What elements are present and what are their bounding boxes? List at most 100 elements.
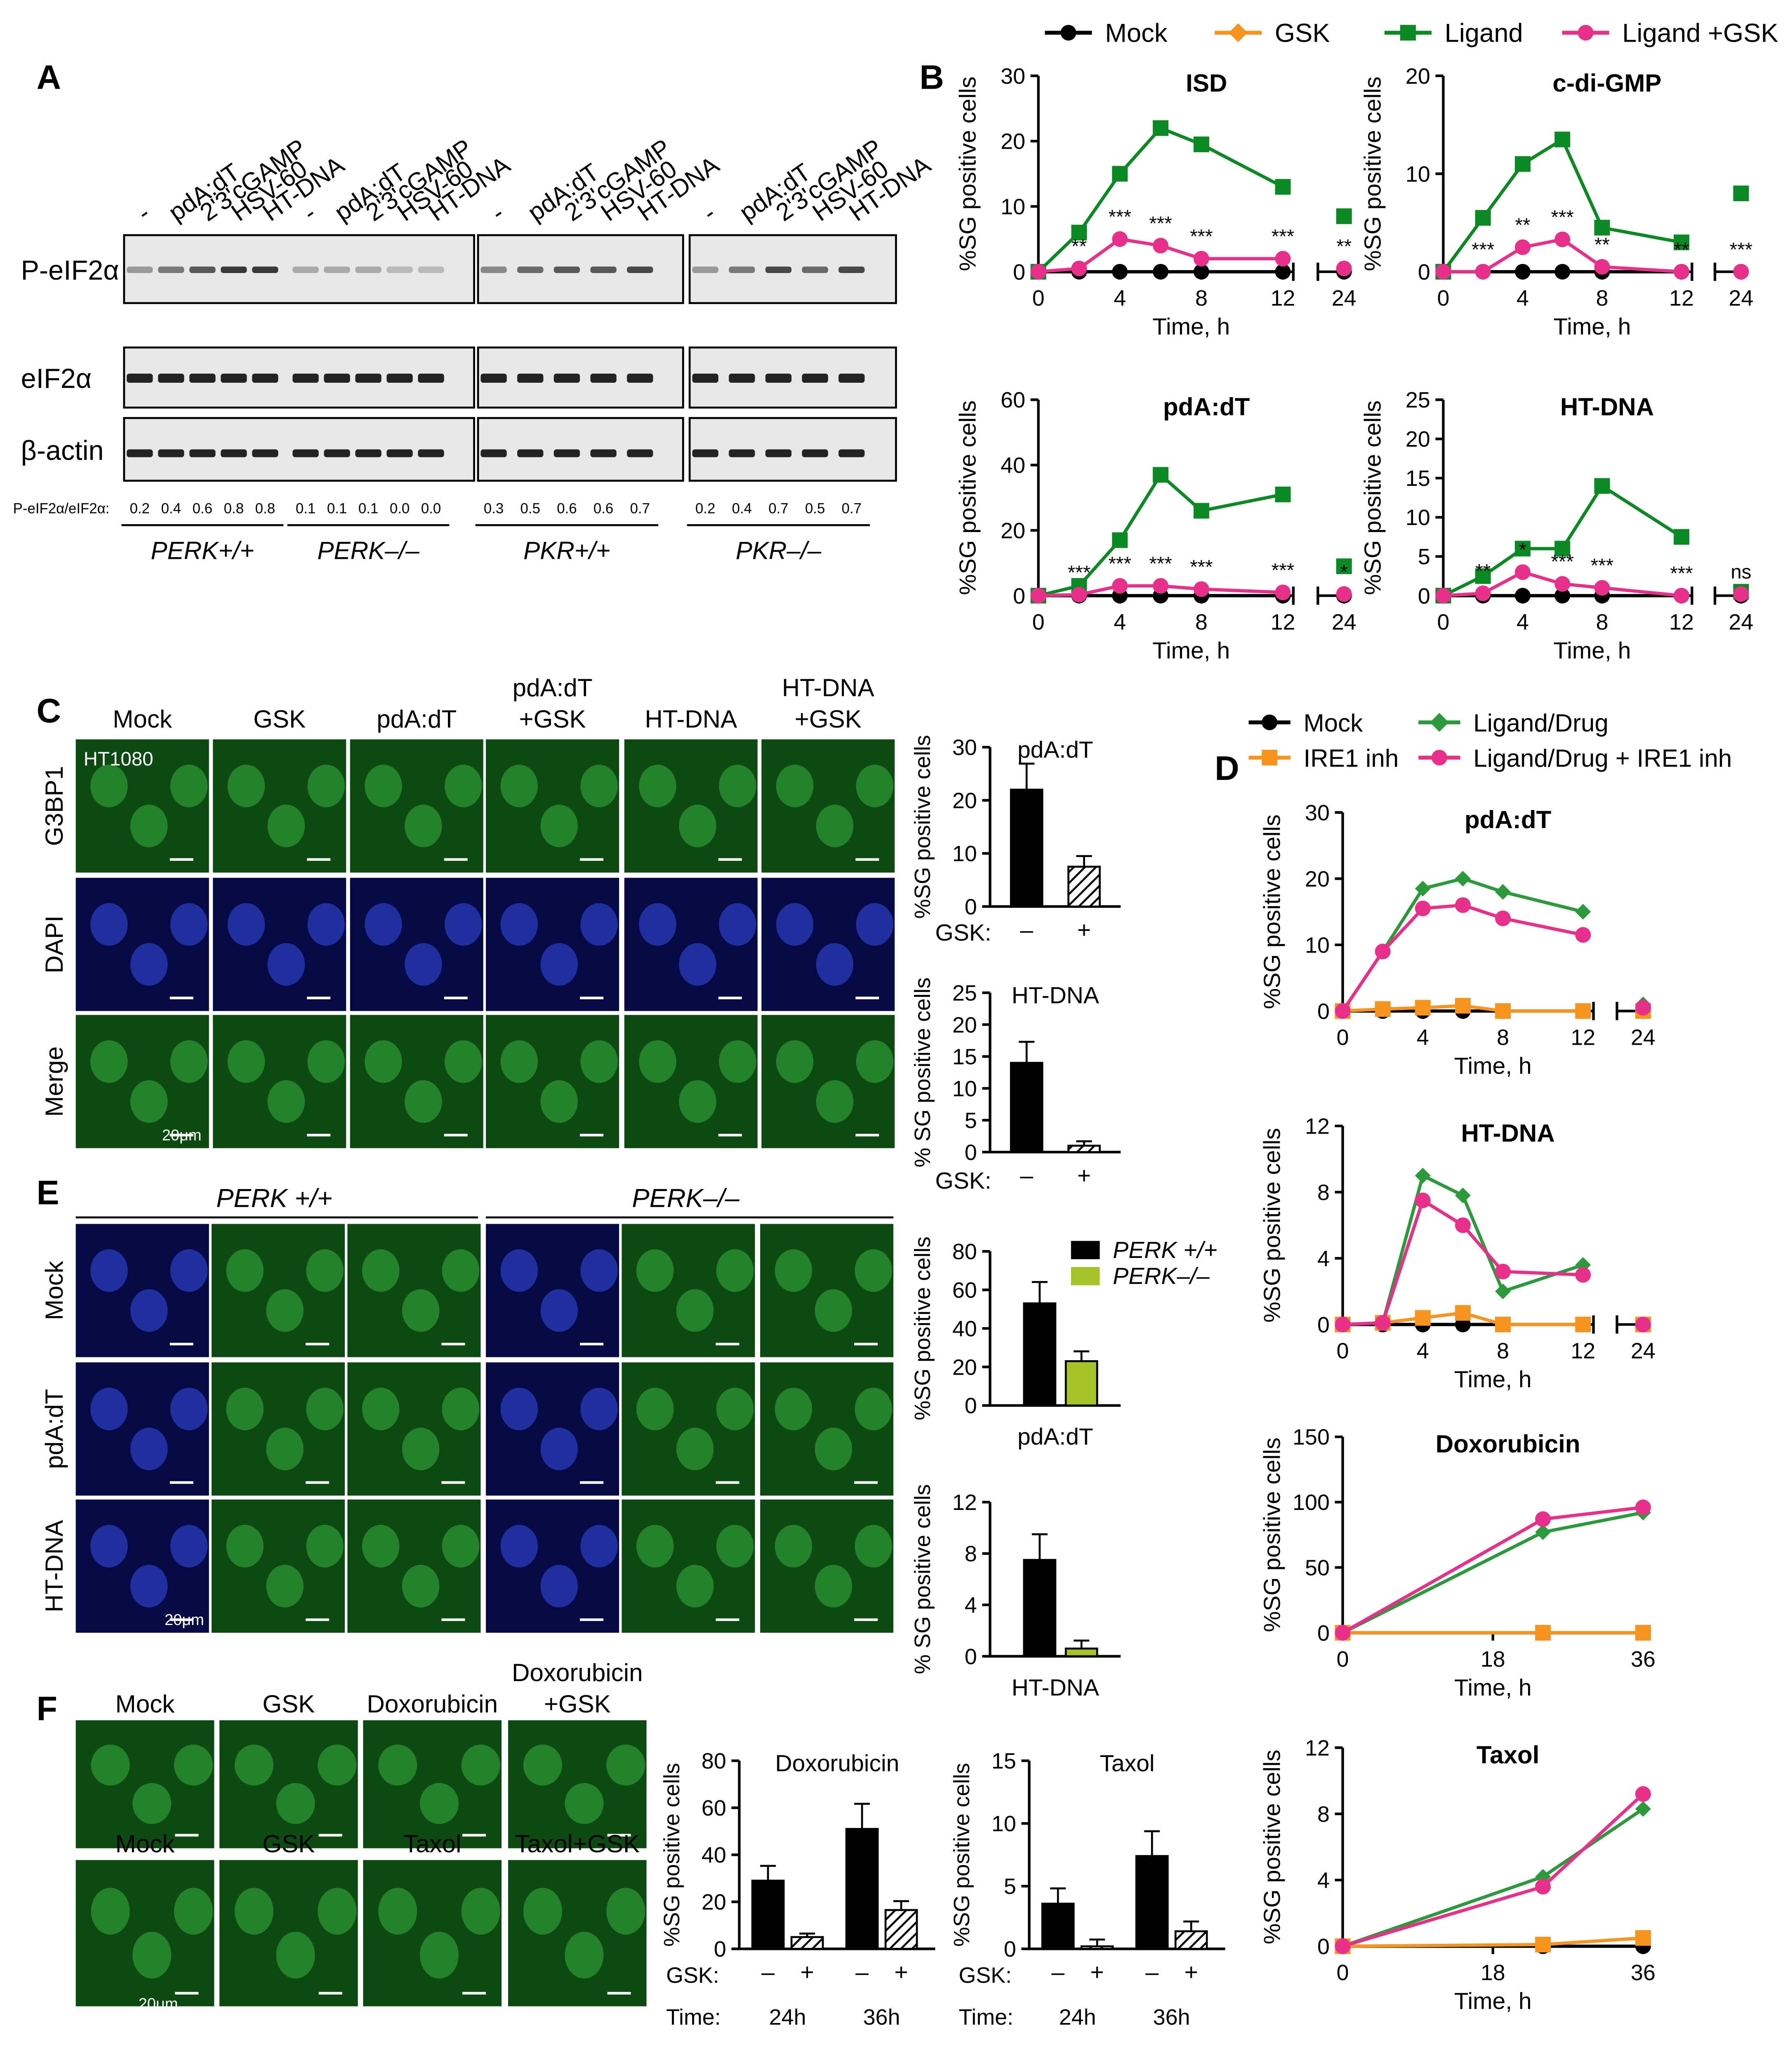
significance-label: *** bbox=[1190, 226, 1213, 247]
category-label: + bbox=[801, 1959, 814, 1985]
data-point bbox=[1335, 1625, 1351, 1641]
blot-band bbox=[729, 449, 755, 457]
y-tick-label: 8 bbox=[1317, 1802, 1330, 1827]
blot-frame bbox=[477, 346, 684, 409]
ratio-value: 0.6 bbox=[557, 501, 577, 517]
cell bbox=[90, 1249, 128, 1292]
category-label: – bbox=[855, 1959, 869, 1985]
cell bbox=[639, 1040, 676, 1083]
y-tick-label: 0 bbox=[1317, 1621, 1330, 1646]
blot-frame bbox=[688, 346, 897, 409]
blot-band bbox=[189, 449, 216, 457]
data-point bbox=[1495, 910, 1511, 926]
x-axis-label: Time, h bbox=[1554, 313, 1631, 340]
row-label: DAPI bbox=[40, 916, 68, 973]
data-point bbox=[1475, 585, 1491, 601]
cell bbox=[405, 804, 442, 848]
y-axis-label: % SG positive cells bbox=[910, 977, 935, 1168]
lane-label: - bbox=[298, 199, 321, 226]
y-tick-label: 30 bbox=[1305, 801, 1330, 825]
y-tick-label: 25 bbox=[1406, 388, 1430, 412]
category-label: + bbox=[1077, 917, 1091, 943]
legend-b: Mock GSK Ligand Ligand +GSK bbox=[1045, 19, 1778, 47]
bar bbox=[1041, 1903, 1075, 1950]
legend-marker bbox=[1060, 25, 1076, 41]
cell bbox=[855, 1387, 892, 1430]
x-tick-label: 0 bbox=[1337, 1025, 1349, 1050]
x-axis-label: HT-DNA bbox=[1012, 1674, 1099, 1701]
cell bbox=[132, 1783, 172, 1824]
cell bbox=[775, 1525, 812, 1568]
column-label: GSK bbox=[262, 1690, 315, 1718]
cell bbox=[815, 1289, 852, 1332]
cell bbox=[719, 1040, 756, 1083]
y-axis-label: %SG positive cells bbox=[1259, 1437, 1286, 1632]
column-label: HT-DNA bbox=[782, 674, 874, 702]
y-tick-label: 10 bbox=[952, 841, 977, 866]
x-tick-label: 24 bbox=[1631, 1339, 1655, 1364]
y-tick-label: 100 bbox=[1293, 1490, 1330, 1515]
charts: 0 10 20 30 0 4 8 12 24 Time, h %SG positive cells I… bbox=[659, 64, 1754, 2030]
data-point bbox=[1674, 529, 1690, 545]
significance-label: *** bbox=[1730, 239, 1752, 261]
data-point bbox=[1455, 871, 1471, 887]
blot-band bbox=[292, 449, 319, 457]
data-point bbox=[1514, 239, 1531, 255]
y-tick-label: 20 bbox=[952, 1013, 977, 1037]
data-point bbox=[1575, 904, 1591, 920]
y-tick-label: 40 bbox=[952, 1316, 977, 1341]
chart-D-HTDNA: 0 4 8 12 0 4 8 12 24 Time, h %SG positive cells HT-… bbox=[1259, 1114, 1655, 1392]
panel-e-micrographs: PERK +/+ PERK–/– Mock pdA:dT HT-DNA 20μm bbox=[40, 1184, 894, 1633]
cell bbox=[130, 1565, 168, 1608]
legend-d: Mock Ligand/Drug IRE1 inh Ligand/Drug + IRE… bbox=[1248, 709, 1732, 772]
cell bbox=[234, 1888, 273, 1935]
y-tick-label: 0 bbox=[1418, 584, 1430, 608]
row-label: Mock bbox=[40, 1260, 68, 1320]
cell bbox=[565, 1931, 604, 1979]
y-tick-label: 150 bbox=[1293, 1425, 1330, 1450]
chart-title: Taxol bbox=[1100, 1750, 1155, 1776]
y-tick-label: 20 bbox=[1001, 129, 1025, 154]
group-label: PERK–/– bbox=[632, 1184, 739, 1213]
x-tick-label: 12 bbox=[1669, 286, 1694, 311]
y-tick-label: 0 bbox=[1004, 1937, 1016, 1962]
cell bbox=[639, 903, 676, 946]
data-point bbox=[1153, 467, 1169, 483]
series-line bbox=[1442, 137, 1682, 273]
chart-C-pdAdT: 0 10 20 30 %SG positive cells pdA:dT – + bbox=[910, 735, 1121, 943]
blot-band bbox=[221, 266, 247, 273]
data-point bbox=[1554, 231, 1571, 247]
blot-band bbox=[252, 449, 278, 457]
data-point bbox=[1674, 264, 1690, 280]
data-point bbox=[1435, 588, 1451, 604]
blot-band bbox=[627, 373, 653, 383]
legend-marker bbox=[1262, 749, 1278, 765]
x-axis-label: Time, h bbox=[1454, 1053, 1532, 1079]
data-point bbox=[1594, 219, 1610, 236]
ratio-value: 0.1 bbox=[358, 501, 378, 517]
blot-band bbox=[127, 266, 153, 273]
panel-a-western-blot: P-eIF2αeIF2αβ-actin0.2-0.4pdA:dT0.62'3'c… bbox=[13, 134, 936, 565]
blot-band bbox=[189, 266, 216, 273]
chart-title: ISD bbox=[1186, 69, 1227, 97]
blot-band bbox=[729, 266, 755, 273]
cell bbox=[174, 1744, 213, 1786]
category-label: + bbox=[1090, 1959, 1104, 1985]
category-label: – bbox=[761, 1959, 775, 1985]
cell bbox=[445, 903, 482, 946]
cell bbox=[775, 1387, 812, 1430]
data-point bbox=[1635, 1499, 1651, 1515]
x-tick-label: 0 bbox=[1437, 286, 1449, 311]
cell bbox=[855, 1249, 892, 1292]
cell bbox=[636, 1525, 674, 1568]
gsk-axis-label: GSK: bbox=[666, 1963, 719, 1988]
x-axis-label: Time, h bbox=[1152, 313, 1230, 340]
blot-row-label: β-actin bbox=[21, 436, 104, 466]
cell bbox=[540, 1565, 578, 1608]
column-label: Doxorubicin bbox=[512, 1659, 643, 1686]
ratio-value: 0.2 bbox=[130, 501, 150, 517]
time-label: 24h bbox=[769, 2005, 806, 2030]
y-tick-label: 30 bbox=[952, 735, 977, 760]
cell bbox=[442, 1387, 480, 1430]
legend-label: Mock bbox=[1105, 19, 1168, 47]
